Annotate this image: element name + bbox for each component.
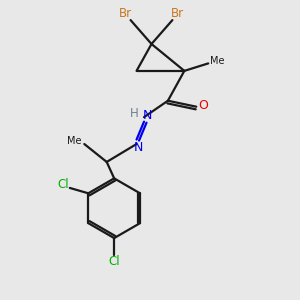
Text: Br: Br (119, 7, 132, 20)
Text: Me: Me (210, 56, 224, 66)
Text: O: O (198, 99, 208, 112)
Text: Cl: Cl (57, 178, 69, 191)
Text: Br: Br (171, 7, 184, 20)
Text: Cl: Cl (108, 256, 120, 268)
Text: N: N (142, 109, 152, 122)
Text: Me: Me (68, 136, 82, 146)
Text: H: H (130, 107, 139, 120)
Text: N: N (134, 141, 143, 154)
